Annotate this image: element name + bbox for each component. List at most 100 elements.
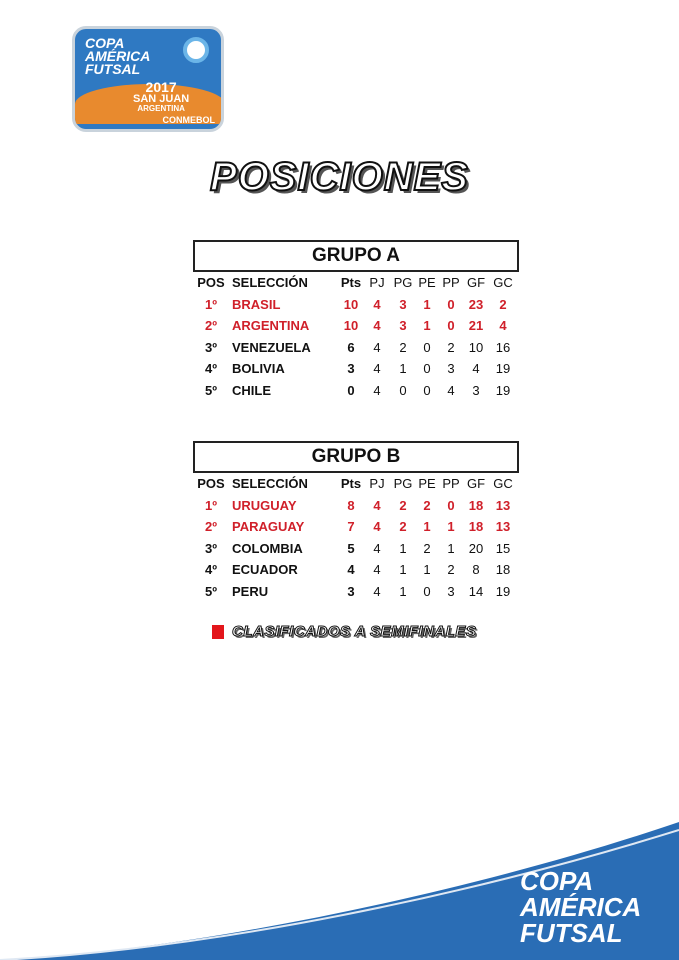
cell: URUGUAY — [232, 497, 297, 513]
cell: COLOMBIA — [232, 540, 303, 556]
column-header: PJ — [369, 476, 385, 491]
column-header: PG — [393, 275, 413, 290]
cell: 5º — [205, 583, 217, 599]
cell: 2 — [447, 339, 455, 355]
cell: PERU — [232, 583, 269, 599]
footer-swoosh — [0, 822, 679, 960]
footer-text: AMÉRICA — [520, 892, 642, 922]
table-row: 4º BOLIVIA 3 4 1 0 3 4 19 — [193, 358, 519, 380]
table-row: 2º PARAGUAY 7 4 2 1 1 18 13 — [193, 516, 519, 538]
cell: 1 — [399, 562, 407, 577]
copa-america-futsal-logo: COPA AMÉRICA FUTSAL 2017 SAN JUAN ARGENTINA … — [72, 26, 224, 132]
logo-country: ARGENTINA — [137, 104, 185, 113]
cell: 0 — [399, 382, 407, 398]
cell: 18 — [468, 497, 484, 513]
cell: 2º — [205, 318, 217, 333]
column-header: GC — [493, 476, 513, 491]
cell: 10 — [468, 339, 484, 355]
cell: BRASIL — [232, 296, 281, 312]
column-header: PP — [442, 476, 460, 491]
cell: 3 — [472, 382, 480, 398]
group-title: GRUPO A — [193, 240, 519, 272]
column-header: SELECCIÓN — [232, 275, 308, 290]
cell: VENEZUELA — [232, 339, 311, 355]
cell: 2º — [205, 519, 217, 534]
cell: 4 — [472, 361, 480, 376]
column-header: GC — [493, 275, 513, 290]
cell: 1 — [447, 519, 455, 534]
cell: 21 — [468, 318, 484, 333]
table-row: 5º CHILE 0 4 0 0 4 3 19 — [193, 380, 519, 402]
legend: CLASIFICADOS A SEMIFINALES — [212, 623, 477, 641]
cell: 0 — [347, 382, 355, 398]
cell: 0 — [423, 382, 431, 398]
cell: 4 — [373, 382, 381, 398]
cell: 18 — [468, 519, 484, 534]
cell: 2 — [399, 339, 407, 355]
table-header: POS SELECCIÓN Pts PJ PG PE PP GF GC — [193, 473, 519, 495]
cell: ECUADOR — [232, 562, 298, 577]
cell: 1 — [423, 296, 431, 312]
cell: 2 — [499, 296, 507, 312]
cell: 13 — [495, 497, 511, 513]
cell: 4 — [373, 361, 381, 376]
group-title: GRUPO B — [193, 441, 519, 473]
cell: 4º — [205, 361, 217, 376]
cell: 10 — [343, 318, 359, 333]
logo-city: SAN JUAN — [133, 93, 190, 105]
cell: 14 — [468, 583, 484, 599]
cell: 2 — [423, 497, 431, 513]
cell: 5º — [205, 382, 217, 398]
cell: 0 — [447, 296, 455, 312]
column-header: POS — [197, 476, 225, 491]
cell: 1 — [399, 540, 407, 556]
cell: 13 — [495, 519, 511, 534]
column-header: PG — [393, 476, 413, 491]
cell: 0 — [423, 361, 431, 376]
cell: 4 — [373, 339, 381, 355]
footer-brand: COPA AMÉRICA FUTSAL — [520, 868, 641, 946]
cell: ARGENTINA — [232, 318, 310, 333]
cell: 1º — [205, 296, 217, 312]
cell: 8 — [347, 497, 355, 513]
cell: 3 — [447, 583, 455, 599]
column-header: GF — [466, 275, 486, 290]
cell: 8 — [472, 562, 480, 577]
cell: 4 — [373, 562, 381, 577]
cell: 1 — [399, 361, 407, 376]
column-header: SELECCIÓN — [232, 476, 308, 491]
legend-label: CLASIFICADOS A SEMIFINALES — [231, 623, 477, 641]
table-row: 3º VENEZUELA 6 4 2 0 2 10 16 — [193, 337, 519, 359]
cell: 3 — [347, 583, 355, 599]
group-a-table: GRUPO A POS SELECCIÓN Pts PJ PG PE PP GF GC 1º BRAS… — [193, 240, 519, 401]
column-header: PE — [418, 275, 436, 290]
cell: 4º — [205, 562, 217, 577]
table-row: 3º COLOMBIA 5 4 1 2 1 20 15 — [193, 538, 519, 560]
cell: 4 — [373, 318, 381, 333]
cell: 18 — [495, 562, 511, 577]
cell: 3 — [399, 318, 407, 333]
cell: 4 — [373, 540, 381, 556]
logo-org: CONMEBOL — [162, 115, 216, 125]
page-title: POSICIONES — [209, 154, 469, 200]
cell: 19 — [495, 361, 511, 376]
cell: 0 — [447, 497, 455, 513]
cell: PARAGUAY — [232, 519, 305, 534]
column-header: Pts — [340, 476, 362, 491]
table-row: 1º BRASIL 10 4 3 1 0 23 2 — [193, 294, 519, 316]
cell: 20 — [468, 540, 484, 556]
cell: 10 — [343, 296, 359, 312]
qualified-swatch — [212, 624, 224, 639]
logo-text: FUTSAL — [85, 61, 141, 77]
footer-text: COPA — [520, 866, 594, 896]
cell: 19 — [495, 382, 511, 398]
cell: 3 — [447, 361, 455, 376]
footer-text: FUTSAL — [520, 918, 623, 948]
column-header: POS — [197, 275, 225, 290]
cell: 4 — [373, 519, 381, 534]
cell: 4 — [373, 583, 381, 599]
cell: 1 — [423, 519, 431, 534]
column-header: PE — [418, 476, 436, 491]
cell: 16 — [495, 339, 511, 355]
cell: 4 — [447, 382, 455, 398]
